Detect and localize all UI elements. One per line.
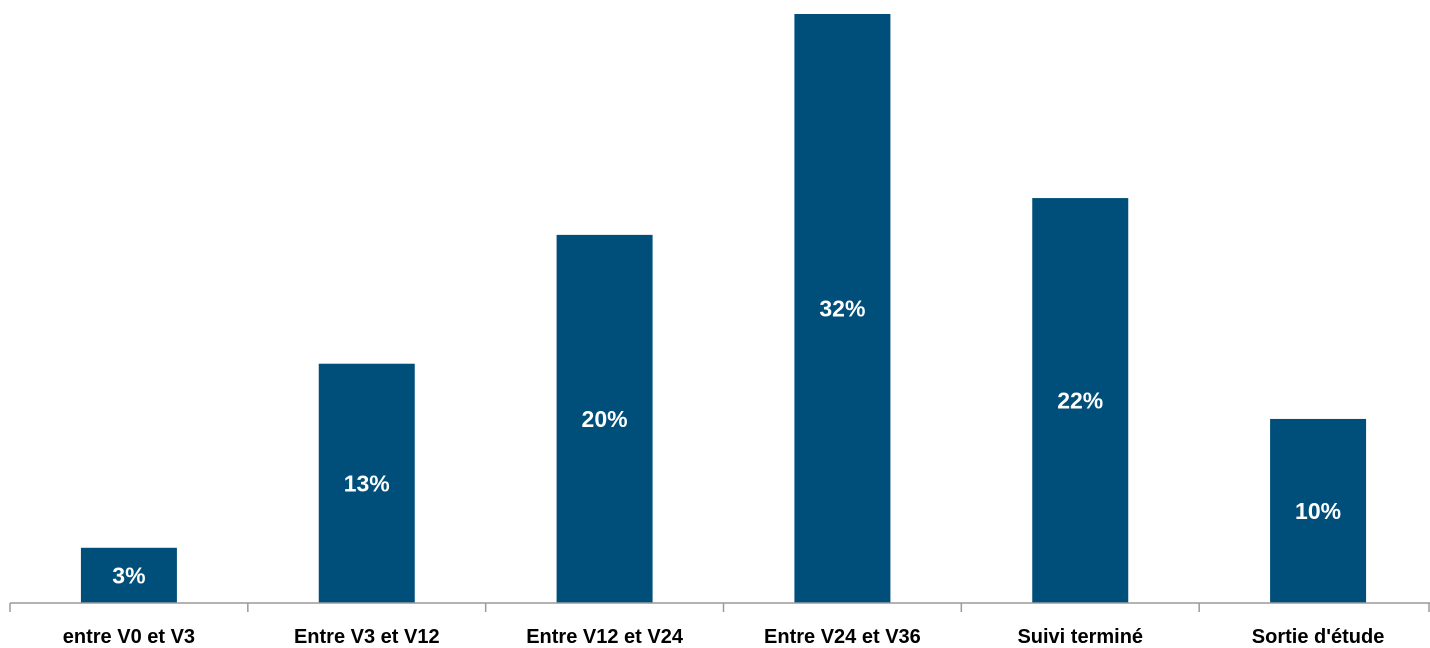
x-tick-label: Entre V24 et V36 xyxy=(764,626,921,648)
x-tick-label: Sortie d'étude xyxy=(1252,626,1385,648)
data-label: 10% xyxy=(1295,498,1341,524)
data-label: 13% xyxy=(344,470,390,496)
bar xyxy=(794,14,891,603)
x-tick-label: Suivi terminé xyxy=(1017,626,1143,648)
bar xyxy=(556,234,653,603)
data-label: 20% xyxy=(582,406,628,432)
bar xyxy=(1270,418,1367,603)
data-label: 3% xyxy=(112,562,145,588)
bar xyxy=(318,363,415,603)
x-axis-tick-labels: entre V0 et V3 Entre V3 et V12 Entre V12 e… xyxy=(63,626,1385,648)
bars-layer xyxy=(80,14,1367,603)
data-labels-layer: 3% 13% 20% 32% 22% 10% xyxy=(112,296,1341,589)
data-label: 22% xyxy=(1057,388,1103,414)
x-tick-label: Entre V12 et V24 xyxy=(526,626,684,648)
x-axis-ticks xyxy=(9,603,1430,612)
x-tick-label: entre V0 et V3 xyxy=(63,626,195,648)
bar xyxy=(80,547,177,603)
data-label: 32% xyxy=(819,296,865,322)
bar xyxy=(1032,198,1129,603)
x-tick-label: Entre V3 et V12 xyxy=(294,626,440,648)
